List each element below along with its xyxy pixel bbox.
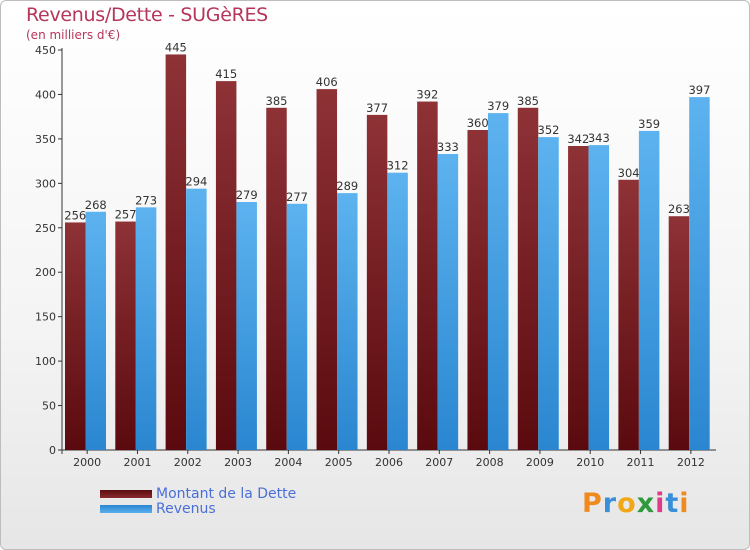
x-tick-label: 2011 <box>627 456 655 469</box>
legend-swatch-dette <box>100 489 152 498</box>
logo-letter: x <box>636 488 656 519</box>
y-tick-label: 150 <box>35 311 56 324</box>
bar-dette <box>165 54 187 450</box>
data-label-revenus: 379 <box>487 99 509 113</box>
legend-label-dette: Montant de la Dette <box>156 485 297 502</box>
x-tick-label: 2002 <box>174 456 202 469</box>
data-label-revenus: 352 <box>538 123 560 137</box>
data-label-dette: 263 <box>668 202 690 216</box>
data-label-revenus: 343 <box>588 131 610 145</box>
bar-revenus <box>588 145 610 450</box>
chart-title: Revenus/Dette - SUGèRES <box>26 4 268 26</box>
bar-dette <box>115 221 136 450</box>
x-tick-label: 2010 <box>576 456 604 469</box>
x-tick-label: 2008 <box>476 456 504 469</box>
legend: Montant de la Dette Revenus <box>100 485 297 517</box>
bar-dette <box>568 146 589 450</box>
data-label-dette: 392 <box>416 88 438 102</box>
bar-dette <box>618 179 639 450</box>
data-label-dette: 377 <box>366 101 388 115</box>
data-label-revenus: 312 <box>387 159 409 173</box>
data-label-dette: 406 <box>316 75 338 89</box>
chart-subtitle: (en milliers d'€) <box>26 28 121 42</box>
bar-dette <box>668 216 690 450</box>
data-label-revenus: 397 <box>688 83 710 97</box>
bar-revenus <box>638 130 660 450</box>
bar-dette <box>65 222 86 450</box>
data-label-dette: 385 <box>266 94 288 108</box>
bar-dette <box>467 130 488 450</box>
bar-dette <box>215 81 237 450</box>
y-tick-label: 250 <box>35 222 56 235</box>
bar-dette <box>517 107 539 451</box>
data-label-dette: 385 <box>517 94 539 108</box>
bar-revenus <box>85 211 106 450</box>
bar-revenus <box>286 203 308 450</box>
data-label-revenus: 279 <box>236 188 258 202</box>
x-tick-label: 2012 <box>677 456 705 469</box>
data-label-revenus: 268 <box>85 198 107 212</box>
bar-dette <box>266 107 287 451</box>
bar-revenus <box>437 154 459 450</box>
data-label-dette: 445 <box>165 40 187 54</box>
proxiti-logo: Proxiti <box>582 488 690 519</box>
bar-revenus <box>236 202 257 450</box>
bar-revenus <box>538 137 559 450</box>
bar-revenus <box>186 188 207 450</box>
logo-letter: i <box>679 488 690 519</box>
data-label-dette: 304 <box>618 166 640 180</box>
data-label-revenus: 273 <box>135 193 157 207</box>
logo-letter: t <box>665 488 680 519</box>
bar-dette <box>366 114 388 450</box>
y-tick-label: 0 <box>49 444 56 457</box>
legend-item-dette: Montant de la Dette <box>100 485 297 502</box>
bar-revenus <box>337 193 358 450</box>
logo-letter: o <box>617 488 637 519</box>
x-tick-label: 2004 <box>274 456 302 469</box>
x-tick-label: 2005 <box>325 456 353 469</box>
logo-letter: r <box>602 488 618 519</box>
x-tick-label: 2001 <box>123 456 151 469</box>
x-tick-label: 2009 <box>526 456 554 469</box>
y-tick-label: 50 <box>42 400 56 413</box>
legend-item-revenus: Revenus <box>100 500 296 517</box>
bar-revenus <box>487 113 509 450</box>
logo-letter: i <box>655 488 666 519</box>
bar-revenus <box>689 97 710 450</box>
bar-revenus <box>135 207 157 450</box>
data-label-dette: 257 <box>115 208 137 222</box>
bar-dette <box>417 101 438 451</box>
y-tick-label: 100 <box>35 355 56 368</box>
data-label-revenus: 359 <box>638 117 660 131</box>
y-tick-label: 300 <box>35 177 56 190</box>
data-label-dette: 342 <box>567 132 589 146</box>
y-tick-label: 350 <box>35 133 56 146</box>
x-tick-label: 2000 <box>73 456 101 469</box>
data-label-revenus: 289 <box>336 179 358 193</box>
legend-swatch-revenus <box>100 504 152 513</box>
bar-dette <box>316 89 338 450</box>
data-label-revenus: 294 <box>185 175 207 189</box>
data-label-dette: 360 <box>467 116 489 130</box>
data-label-revenus: 333 <box>437 140 459 154</box>
y-tick-label: 200 <box>35 266 56 279</box>
x-tick-label: 2003 <box>224 456 252 469</box>
x-tick-label: 2007 <box>425 456 453 469</box>
data-label-dette: 415 <box>215 67 237 81</box>
data-label-dette: 256 <box>64 208 86 222</box>
logo-letter: P <box>582 488 603 519</box>
y-tick-label: 400 <box>35 88 56 101</box>
y-tick-label: 450 <box>35 44 56 57</box>
legend-label-revenus: Revenus <box>156 500 216 517</box>
data-label-revenus: 277 <box>286 190 308 204</box>
x-tick-label: 2006 <box>375 456 403 469</box>
bar-revenus <box>387 172 408 450</box>
